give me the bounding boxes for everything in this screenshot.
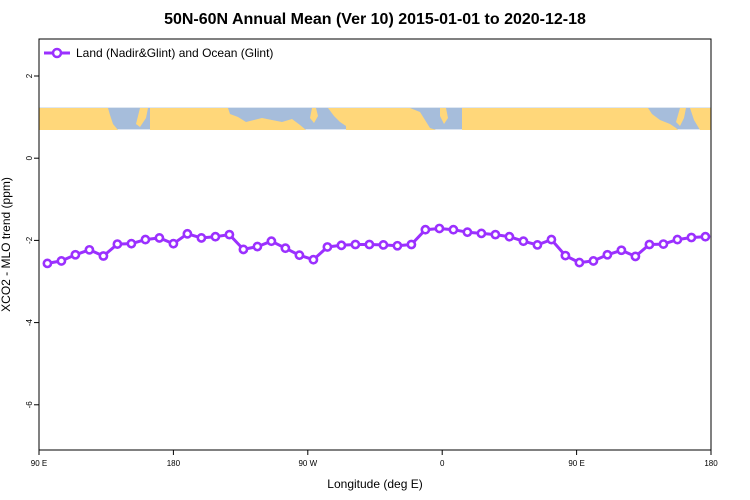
legend: Land (Nadir&Glint) and Ocean (Glint)	[44, 46, 273, 60]
data-point	[588, 256, 599, 266]
data-point	[392, 240, 403, 251]
y-axis: 2 0 -2 -4 -6	[25, 73, 39, 408]
data-point	[336, 240, 347, 251]
data-point	[476, 228, 487, 239]
y-axis-label: XCO2 - MLO trend (ppm)	[0, 177, 13, 312]
data-point	[406, 239, 417, 250]
data-point	[448, 224, 459, 235]
data-point	[574, 257, 585, 268]
data-point	[98, 251, 109, 261]
series-layer	[42, 223, 711, 269]
data-point	[56, 256, 67, 266]
legend-marker	[51, 47, 63, 59]
data-point	[672, 234, 683, 245]
data-point	[182, 228, 193, 239]
data-point	[294, 250, 305, 261]
data-point	[602, 249, 613, 260]
data-point	[238, 244, 249, 255]
data-point	[112, 239, 123, 249]
y-tick-label: -4	[25, 318, 34, 326]
y-tick-label: -6	[25, 401, 34, 409]
data-point	[210, 231, 221, 242]
x-tick-label: 180	[704, 459, 718, 468]
plot-frame	[38, 38, 712, 451]
data-point	[434, 223, 445, 234]
map-land	[39, 108, 711, 130]
data-point	[224, 229, 235, 240]
x-tick-label: 90 W	[298, 459, 317, 468]
data-point	[308, 254, 319, 265]
x-axis-label: Longitude (deg E)	[327, 477, 422, 491]
world-map-band	[39, 107, 711, 130]
data-point	[560, 250, 571, 261]
y-tick-label: -2	[25, 236, 34, 244]
data-point	[378, 240, 389, 250]
data-point	[196, 233, 207, 243]
data-point	[546, 234, 557, 245]
data-point	[420, 224, 431, 235]
data-point	[686, 232, 697, 243]
data-point	[364, 239, 375, 250]
data-point	[658, 239, 669, 249]
data-point	[42, 258, 53, 269]
data-point	[322, 242, 333, 252]
data-point	[168, 238, 179, 249]
data-point	[84, 244, 95, 255]
data-point	[616, 245, 627, 256]
data-point	[154, 233, 165, 243]
data-point	[490, 229, 501, 240]
x-axis: 90 E 180 90 W 0 90 E 180	[31, 450, 718, 468]
data-point	[350, 239, 361, 250]
data-point	[70, 249, 81, 260]
data-point	[532, 240, 543, 250]
x-tick-label: 90 E	[31, 459, 47, 468]
data-point	[280, 243, 291, 254]
y-tick-label: 2	[25, 73, 34, 78]
data-point	[126, 238, 137, 249]
x-tick-label: 180	[167, 459, 181, 468]
data-point	[266, 236, 277, 247]
legend-label: Land (Nadir&Glint) and Ocean (Glint)	[76, 46, 273, 60]
data-point	[518, 236, 529, 247]
data-point	[630, 251, 641, 262]
data-point	[252, 241, 263, 252]
chart-title: 50N-60N Annual Mean (Ver 10) 2015-01-01 …	[164, 11, 586, 28]
data-point	[462, 227, 473, 238]
y-tick-label: 0	[25, 155, 34, 160]
data-point	[700, 231, 711, 242]
data-point	[504, 231, 515, 242]
x-tick-label: 0	[440, 459, 445, 468]
x-tick-label: 90 E	[568, 459, 584, 468]
data-point	[140, 234, 151, 245]
data-point	[644, 239, 655, 250]
